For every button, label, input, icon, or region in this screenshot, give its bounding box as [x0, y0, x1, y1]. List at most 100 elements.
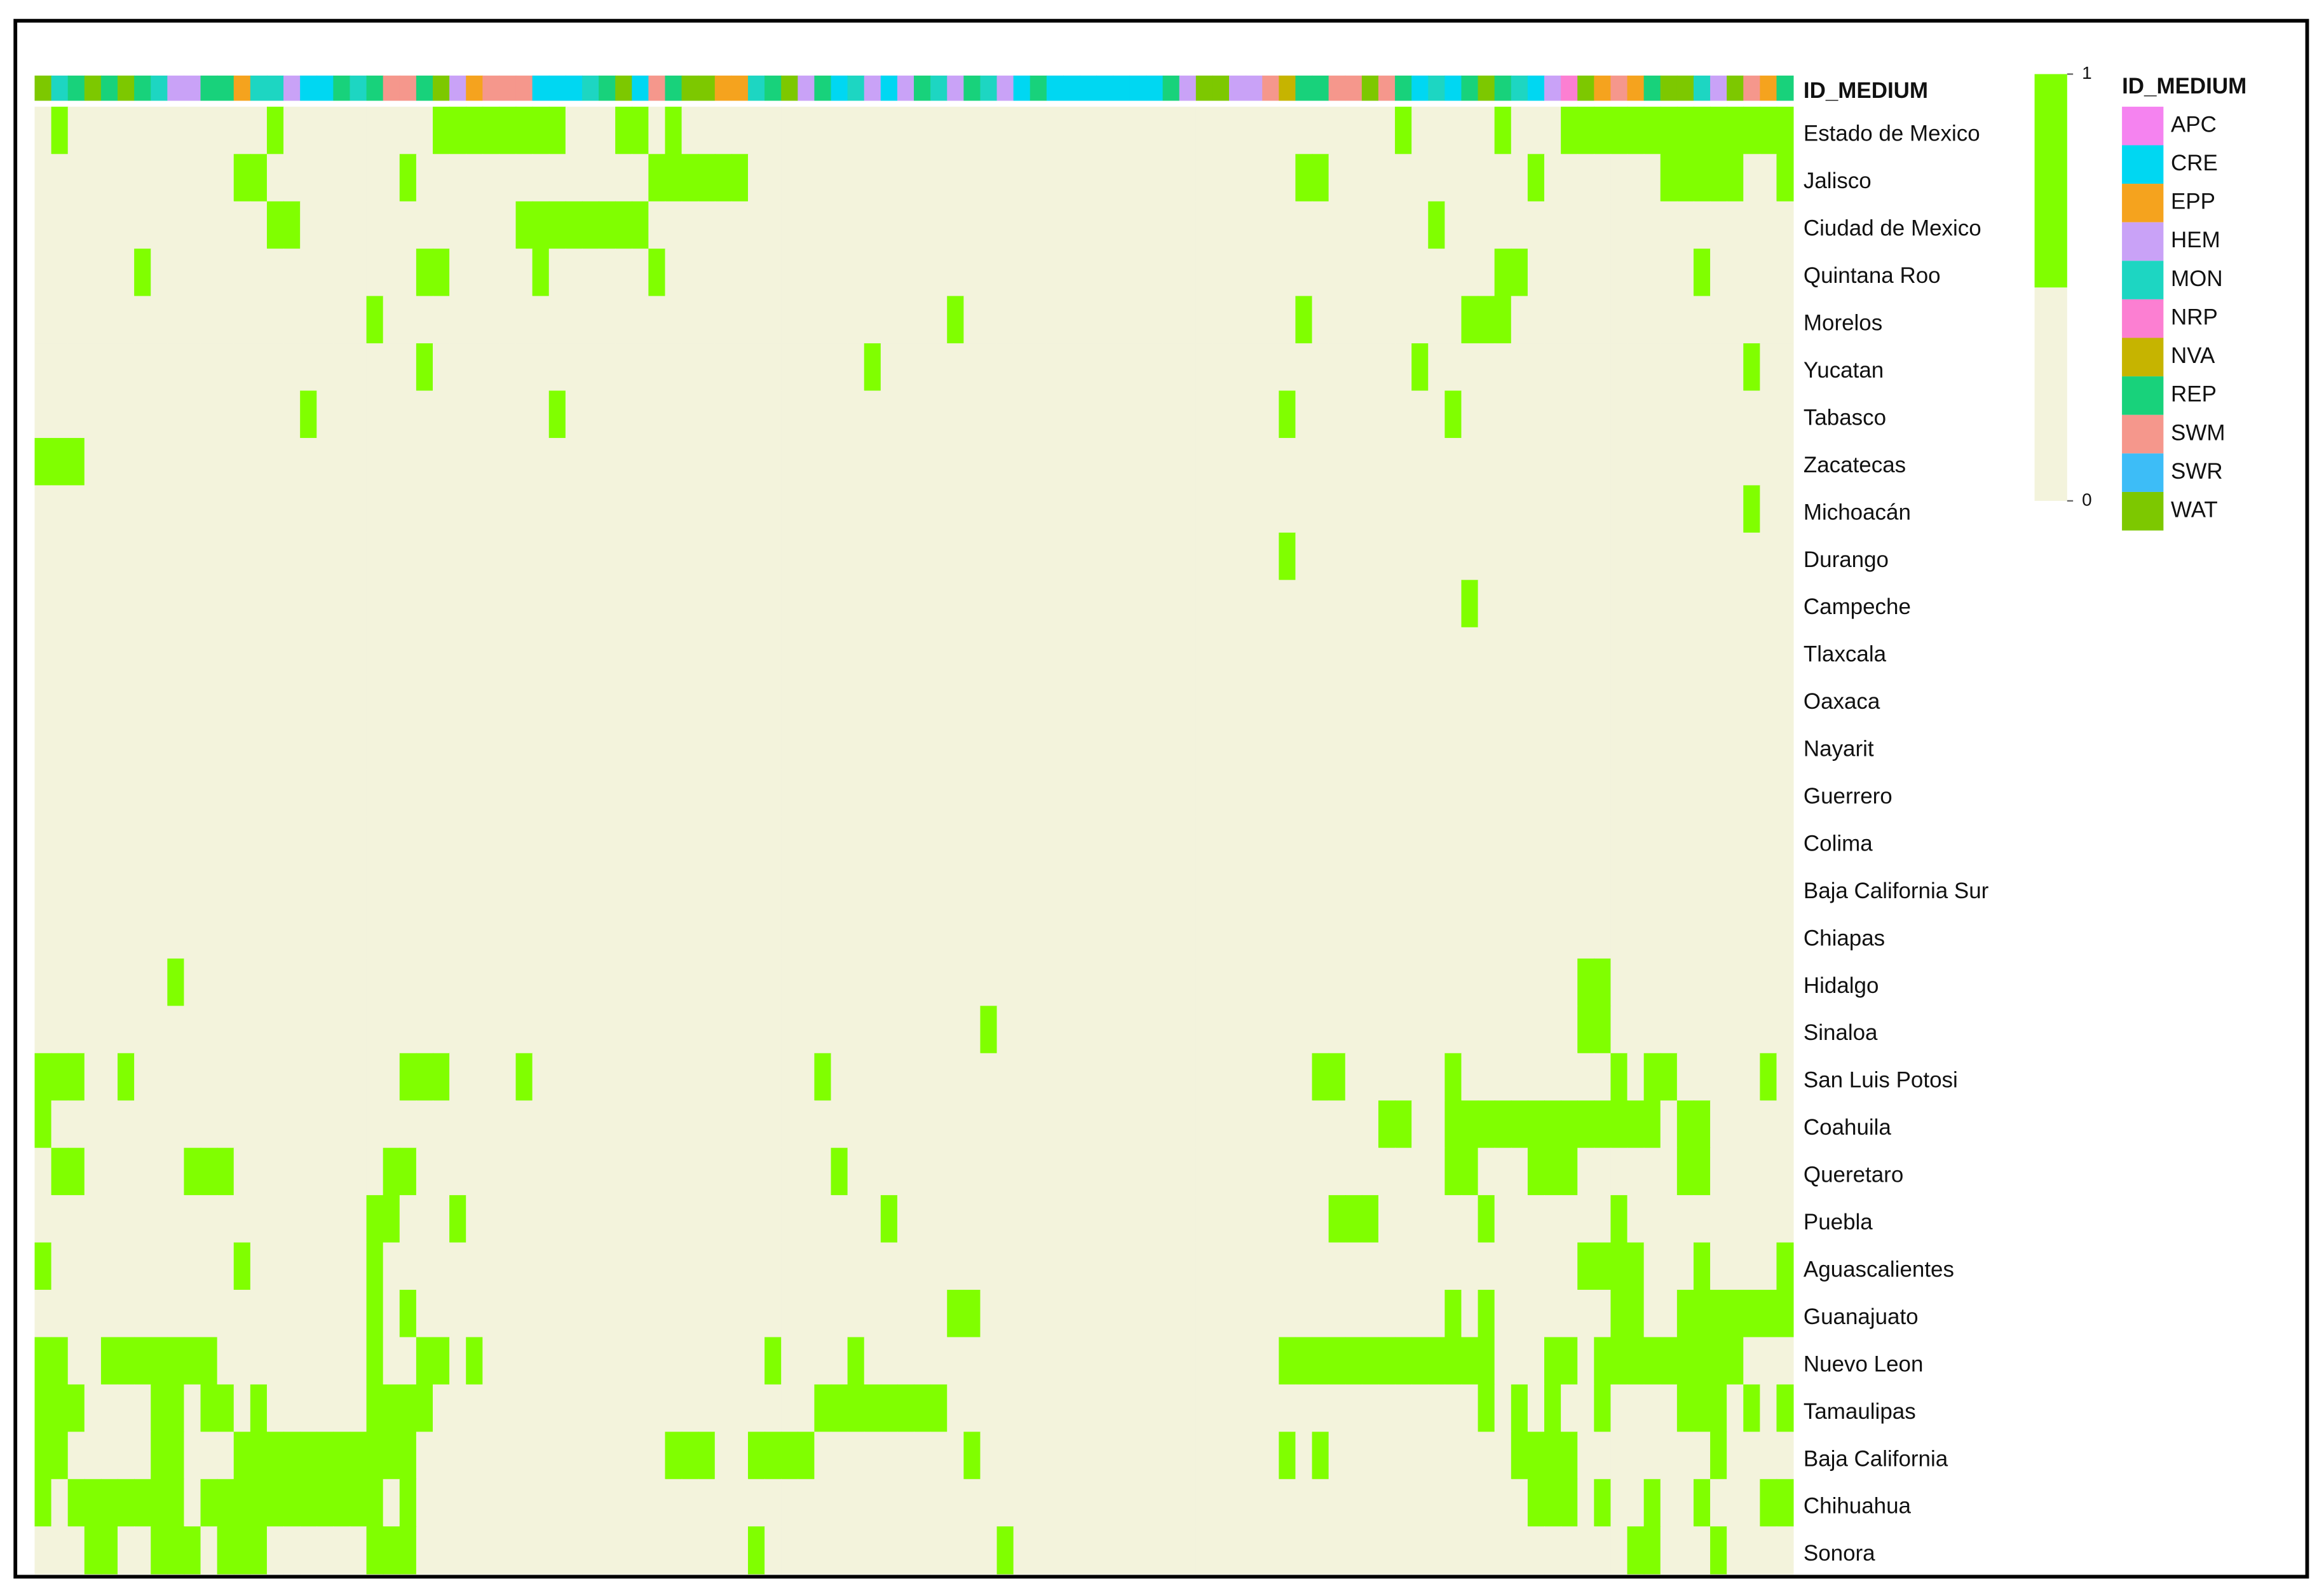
heatmap-cell	[897, 485, 914, 533]
row-label: Guerrero	[1804, 784, 1892, 809]
heatmap-cell	[366, 863, 384, 912]
heatmap-cell	[1096, 958, 1114, 1007]
heatmap-cell	[1312, 201, 1329, 250]
heatmap-cell	[532, 390, 550, 439]
heatmap-cell	[731, 580, 749, 628]
heatmap-cell	[184, 1479, 201, 1528]
heatmap-cell	[1693, 1006, 1711, 1054]
heatmap-cell	[1046, 485, 1064, 533]
heatmap-cell	[151, 485, 168, 533]
heatmap-cell	[1577, 1526, 1595, 1575]
heatmap-cell	[118, 816, 135, 865]
heatmap-cell	[134, 958, 152, 1007]
heatmap-cell	[1312, 958, 1329, 1007]
heatmap-cell	[184, 1337, 201, 1385]
heatmap-cell	[731, 343, 749, 392]
row-label: Chiapas	[1804, 926, 1885, 950]
heatmap-cell	[383, 721, 400, 770]
heatmap-cell	[51, 485, 69, 533]
heatmap-cell	[200, 1147, 218, 1196]
heatmap-cell	[599, 1432, 616, 1480]
heatmap-cell	[449, 1290, 467, 1338]
heatmap-cell	[565, 580, 583, 628]
heatmap-cell	[963, 580, 981, 628]
annotation-cell	[515, 75, 533, 101]
heatmap-cell	[1527, 1242, 1545, 1290]
heatmap-cell	[449, 1100, 467, 1149]
heatmap-cell	[914, 1053, 932, 1102]
heatmap-cell	[847, 154, 865, 202]
heatmap-cell	[167, 1337, 185, 1385]
annotation-cell	[1743, 75, 1761, 101]
heatmap-cell	[499, 485, 517, 533]
heatmap-cell	[151, 911, 168, 959]
heatmap-cell	[1212, 911, 1230, 959]
heatmap-cell	[1013, 1195, 1031, 1243]
heatmap-cell	[880, 1290, 898, 1338]
heatmap-cell	[1676, 1147, 1694, 1196]
heatmap-cell	[1029, 816, 1047, 865]
heatmap-cell	[316, 201, 334, 250]
heatmap-cell	[1561, 1526, 1579, 1575]
heatmap-cell	[1328, 1526, 1346, 1575]
heatmap-cell	[1693, 863, 1711, 912]
heatmap-cell	[1544, 769, 1562, 817]
heatmap-cell	[1361, 769, 1379, 817]
heatmap-cell	[648, 769, 666, 817]
heatmap-cell	[1660, 249, 1678, 297]
heatmap-cell	[814, 1384, 832, 1433]
heatmap-cell	[1577, 1432, 1595, 1480]
heatmap-cell	[1727, 390, 1744, 439]
heatmap-cell	[947, 580, 965, 628]
heatmap-cell	[615, 580, 633, 628]
heatmap-cell	[151, 1432, 168, 1480]
heatmap-cell	[482, 343, 500, 392]
annotation-cell	[316, 75, 334, 101]
heatmap-cell	[764, 1006, 782, 1054]
heatmap-cell	[548, 249, 566, 297]
heatmap-cell	[1461, 390, 1479, 439]
heatmap-cell	[515, 816, 533, 865]
heatmap-cell	[34, 154, 52, 202]
heatmap-cell	[648, 1384, 666, 1433]
heatmap-cell	[1345, 1195, 1362, 1243]
heatmap-cell	[1295, 154, 1313, 202]
heatmap-cell	[947, 674, 965, 723]
heatmap-cell	[1461, 1147, 1479, 1196]
heatmap-cell	[1129, 201, 1147, 250]
heatmap-cell	[599, 816, 616, 865]
heatmap-cell	[350, 343, 367, 392]
heatmap-cell	[1727, 958, 1744, 1007]
heatmap-cell	[897, 674, 914, 723]
heatmap-cell	[1162, 296, 1180, 345]
heatmap-cell	[316, 721, 334, 770]
heatmap-cell	[996, 1147, 1014, 1196]
heatmap-cell	[1246, 1053, 1263, 1102]
heatmap-cell	[897, 390, 914, 439]
heatmap-cell	[698, 1384, 716, 1433]
annotation-cell	[632, 75, 649, 101]
heatmap-cell	[565, 1100, 583, 1149]
heatmap-cell	[1246, 1100, 1263, 1149]
heatmap-cell	[1080, 674, 1097, 723]
heatmap-cell	[648, 911, 666, 959]
heatmap-cell	[1610, 106, 1628, 155]
heatmap-cell	[914, 1242, 932, 1290]
annotation-cell	[184, 75, 201, 101]
heatmap-cell	[1345, 106, 1362, 155]
heatmap-cell	[1643, 958, 1661, 1007]
heatmap-cell	[1361, 958, 1379, 1007]
heatmap-cell	[283, 1195, 301, 1243]
heatmap-cell	[1279, 627, 1296, 676]
heatmap-cell	[233, 674, 251, 723]
heatmap-cell	[1594, 106, 1612, 155]
heatmap-cell	[1378, 1242, 1396, 1290]
heatmap-cell	[449, 485, 467, 533]
heatmap-cell	[1760, 958, 1777, 1007]
heatmap-cell	[1743, 769, 1761, 817]
heatmap-cell	[814, 1479, 832, 1528]
heatmap-cell	[134, 1242, 152, 1290]
heatmap-cell	[333, 627, 351, 676]
heatmap-cell	[466, 816, 484, 865]
heatmap-cell	[880, 580, 898, 628]
